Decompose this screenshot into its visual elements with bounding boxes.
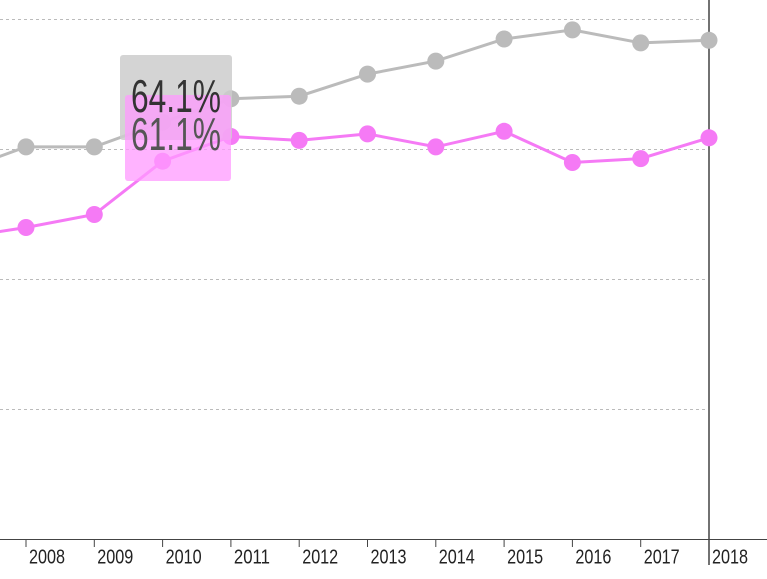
x-tick-label: 2014 xyxy=(439,546,475,568)
data-point xyxy=(359,65,376,83)
x-tick-label: 2018 xyxy=(712,546,748,568)
x-tick-label: 2010 xyxy=(166,546,202,568)
x-tick-label: 2013 xyxy=(371,546,407,568)
x-tick-label: 2011 xyxy=(234,546,270,568)
data-point xyxy=(290,87,308,105)
data-point xyxy=(17,219,35,236)
tooltip-value: 64.1% xyxy=(131,70,221,122)
data-point xyxy=(495,30,513,48)
data-point xyxy=(427,52,445,70)
data-point xyxy=(85,206,103,223)
data-point xyxy=(632,34,650,52)
x-tick-label: 2015 xyxy=(507,546,543,568)
x-tick-label: 2012 xyxy=(302,546,338,568)
data-point xyxy=(359,125,376,143)
tooltip-box xyxy=(125,95,231,181)
x-tick-label: 2008 xyxy=(29,546,65,568)
series-line xyxy=(0,28,710,158)
data-point xyxy=(17,138,35,156)
data-point xyxy=(700,31,718,49)
x-tick-label: 2009 xyxy=(97,546,133,568)
data-point xyxy=(85,138,103,156)
x-tick-label: 2016 xyxy=(575,546,611,568)
data-point xyxy=(563,21,581,39)
data-point xyxy=(632,150,650,168)
data-point xyxy=(495,122,513,140)
data-point xyxy=(700,129,718,147)
series-line xyxy=(0,129,710,233)
x-tick-label: 2017 xyxy=(644,546,680,568)
tooltip-value: 61.1% xyxy=(131,108,221,160)
data-point xyxy=(563,154,581,171)
data-point xyxy=(290,131,308,149)
data-point xyxy=(427,138,445,156)
